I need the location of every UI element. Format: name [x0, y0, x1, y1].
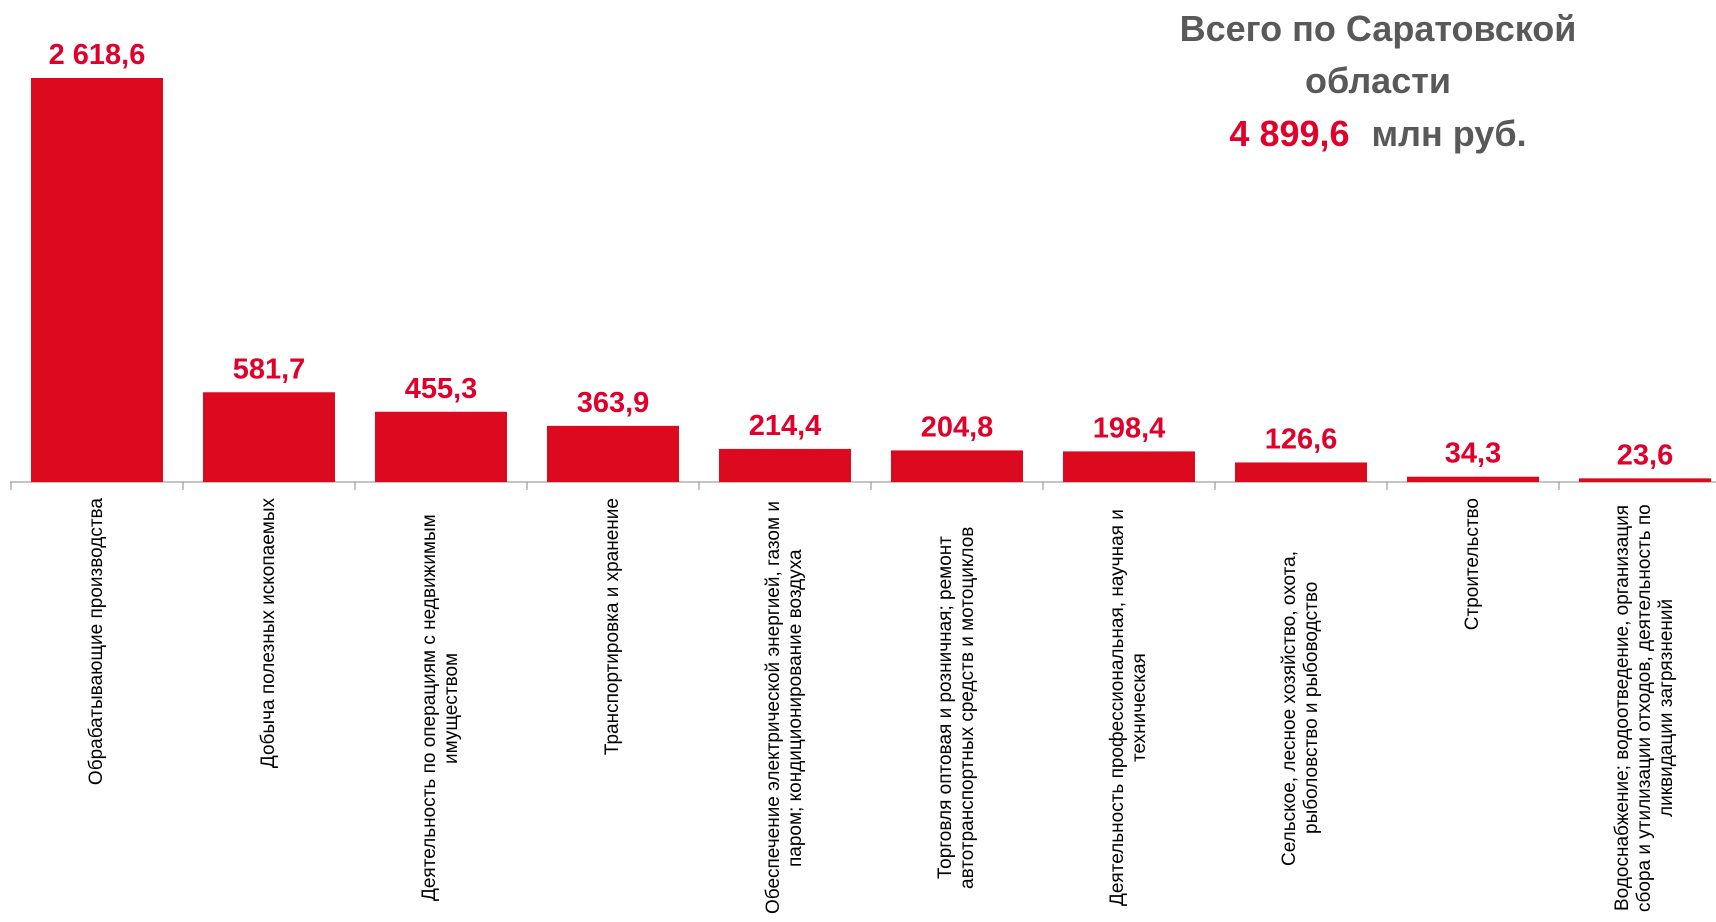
bar — [203, 392, 335, 482]
bar — [1063, 451, 1195, 482]
title-line: Всего по Саратовской — [1180, 8, 1577, 49]
category-box: Транспортировка и хранение — [527, 498, 699, 920]
category-box: Деятельность по операциям с недвижимым и… — [355, 498, 527, 920]
bar — [891, 450, 1023, 482]
data-label: 126,6 — [1265, 423, 1338, 455]
data-label: 34,3 — [1445, 438, 1501, 470]
x-tick-label: Обрабатывающие производства — [86, 498, 107, 786]
category-box: Обеспечение электрической энергией, газо… — [699, 498, 871, 920]
x-tick-label: Деятельность профессиональная, научная и… — [1107, 509, 1150, 907]
category-box: Торговля оптовая и розничная; ремонт авт… — [871, 498, 1043, 920]
bar — [547, 425, 679, 482]
category-box: Добыча полезных ископаемых — [183, 498, 355, 920]
data-label: 2 618,6 — [49, 39, 146, 71]
x-tick-label: Деятельность по операциям с недвижимым и… — [419, 514, 462, 902]
category-box: Строительство — [1387, 498, 1559, 920]
bar — [375, 411, 507, 482]
bar — [1579, 478, 1711, 482]
x-tick-label: Обеспечение электрической энергией, газо… — [763, 501, 806, 915]
data-label: 363,9 — [577, 387, 650, 419]
bar — [1235, 462, 1367, 482]
category-box: Деятельность профессиональная, научная и… — [1043, 498, 1215, 920]
x-tick-label: Водоснабжение; водоотведение, организаци… — [1612, 504, 1677, 912]
x-tick-label: Торговля оптовая и розничная; ремонт авт… — [935, 526, 978, 890]
x-tick-label: Транспортировка и хранение — [602, 498, 623, 756]
category-box: Обрабатывающие производства — [11, 498, 183, 920]
total-value: 4 899,6 — [1229, 113, 1349, 154]
data-label: 198,4 — [1093, 412, 1166, 444]
unit: млн руб. — [1372, 113, 1527, 154]
bar — [719, 448, 851, 482]
data-label: 581,7 — [233, 353, 306, 385]
data-label: 23,6 — [1617, 439, 1673, 471]
x-tick-label: Сельское, лесное хозяйство, охота, рыбол… — [1279, 550, 1322, 866]
category-box: Сельское, лесное хозяйство, охота, рыбол… — [1215, 498, 1387, 920]
category-box: Водоснабжение; водоотведение, организаци… — [1559, 498, 1716, 920]
data-label: 214,4 — [749, 410, 822, 442]
title-line: области — [1305, 60, 1451, 101]
x-tick-label: Строительство — [1462, 498, 1483, 631]
bar — [31, 78, 163, 482]
bar — [1407, 476, 1539, 482]
data-label: 455,3 — [405, 373, 478, 405]
data-label: 204,8 — [921, 411, 994, 443]
total-line: 4 899,6 млн руб. — [1229, 113, 1526, 154]
x-tick-label: Добыча полезных ископаемых — [258, 498, 279, 769]
